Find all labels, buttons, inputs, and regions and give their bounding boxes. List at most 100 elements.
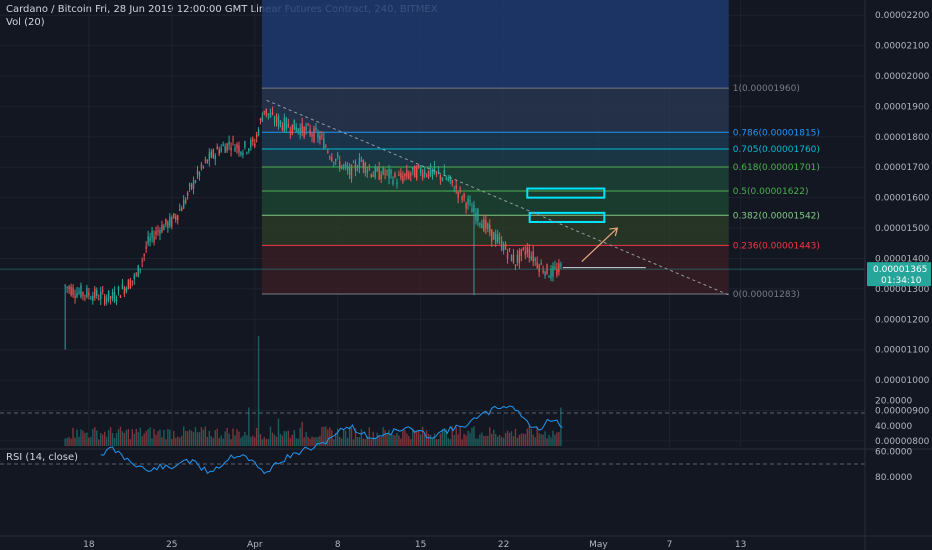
candle-body xyxy=(370,174,372,178)
volume-bar xyxy=(374,437,376,446)
volume-bar xyxy=(352,439,355,446)
candle-body xyxy=(226,143,228,152)
rsi-tick-label: 80.0000 xyxy=(875,473,912,483)
candle-body xyxy=(346,167,349,171)
volume-bar xyxy=(78,436,80,446)
candle-body xyxy=(88,292,90,296)
candle-body xyxy=(248,148,250,152)
candle-body xyxy=(477,209,479,221)
volume-bar xyxy=(447,438,449,446)
candle-body xyxy=(386,170,388,172)
volume-bar xyxy=(303,437,305,446)
candle-body xyxy=(556,268,558,275)
volume-bar xyxy=(141,436,143,446)
volume-bar xyxy=(402,430,404,446)
rsi-tick-label: 20.0000 xyxy=(875,396,912,406)
volume-bar xyxy=(392,434,394,446)
volume-bar xyxy=(406,433,408,446)
volume-bar xyxy=(163,429,165,446)
price-tick-label: 0.00001900 xyxy=(875,102,930,112)
candle-body xyxy=(356,169,359,171)
volume-bar xyxy=(283,430,286,446)
volume-bar xyxy=(307,436,309,446)
volume-bar xyxy=(103,431,106,446)
candle-body xyxy=(459,188,461,190)
volume-bar xyxy=(186,431,189,446)
candle-body xyxy=(181,208,183,211)
volume-bar xyxy=(226,427,228,446)
candle-body xyxy=(123,287,126,295)
candle-body xyxy=(542,270,544,273)
volume-bar xyxy=(194,427,197,446)
candle-body xyxy=(291,124,293,135)
candle-body xyxy=(506,252,509,259)
volume-bar xyxy=(224,431,226,446)
volume-bar xyxy=(92,428,94,446)
candle-body xyxy=(299,127,301,136)
volume-bar xyxy=(439,433,442,446)
volume-bar xyxy=(271,432,274,446)
fib-level-label: 0.236(0.00001443) xyxy=(733,241,820,251)
volume-bar xyxy=(410,439,412,446)
volume-bar xyxy=(88,437,90,446)
candle-body xyxy=(192,180,195,189)
volume-bar xyxy=(220,435,222,446)
candle-body xyxy=(111,292,114,299)
volume-bar xyxy=(510,431,513,446)
candle-body xyxy=(419,168,422,174)
volume-bar xyxy=(218,437,220,446)
volume-bar xyxy=(546,438,548,446)
candle-body xyxy=(475,212,477,221)
candle-body xyxy=(445,177,448,180)
volume-bar xyxy=(552,430,554,446)
candle-body xyxy=(552,266,554,277)
candle-body xyxy=(86,287,88,298)
volume-bar xyxy=(265,438,268,446)
candle-body xyxy=(285,118,288,129)
volume-bar xyxy=(117,429,120,446)
candle-body xyxy=(360,160,363,162)
candle-body xyxy=(234,147,236,152)
time-tick-label: 22 xyxy=(498,540,509,550)
price-tick-label: 0.00001000 xyxy=(875,376,930,386)
candle-body xyxy=(394,173,396,178)
volume-bar xyxy=(123,433,126,446)
time-tick-label: Apr xyxy=(247,540,263,550)
volume-bar xyxy=(125,429,128,446)
candle-body xyxy=(321,135,323,137)
candle-body xyxy=(254,143,256,147)
volume-bar xyxy=(240,437,242,446)
candle-body xyxy=(72,287,74,296)
volume-bar xyxy=(131,429,134,446)
volume-bar xyxy=(175,437,177,446)
candle-body xyxy=(398,174,400,176)
candle-body xyxy=(167,221,169,229)
volume-bar xyxy=(382,427,384,446)
volume-bar xyxy=(348,426,351,446)
candle-body xyxy=(159,230,161,235)
candle-body xyxy=(439,175,442,180)
volume-bar xyxy=(536,426,538,446)
candle-body xyxy=(319,135,321,140)
candle-body xyxy=(376,167,378,172)
volume-bar xyxy=(279,433,282,446)
candle-body xyxy=(84,295,86,297)
volume-bar xyxy=(301,421,303,446)
candle-body xyxy=(522,247,525,250)
candle-body xyxy=(163,225,165,231)
candle-body xyxy=(70,286,72,296)
volume-bar xyxy=(441,428,444,446)
rsi-pane: RSI (14, close) xyxy=(0,405,932,475)
volume-bar xyxy=(242,435,244,446)
candle-body xyxy=(117,287,120,291)
volume-bar xyxy=(445,428,448,446)
volume-bar xyxy=(400,438,402,446)
volume-bar xyxy=(305,431,307,446)
volume-bar xyxy=(137,432,139,446)
candle-body xyxy=(340,165,343,169)
candle-body xyxy=(271,112,274,115)
candle-body xyxy=(208,152,211,161)
candle-body xyxy=(467,198,469,205)
volume-bar xyxy=(171,438,173,446)
